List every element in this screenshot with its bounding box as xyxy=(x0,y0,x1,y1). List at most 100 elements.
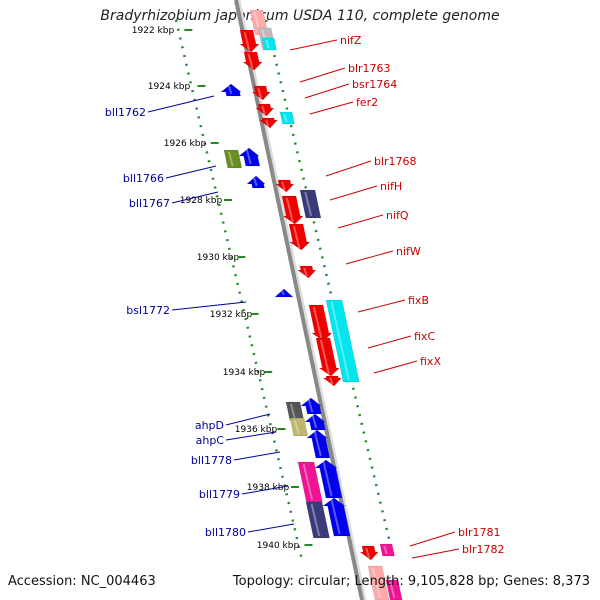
gene-blr1782-pink-highlight xyxy=(383,545,388,555)
leader-line-bsr1764 xyxy=(304,83,350,99)
gene-bll1780-navy-highlight xyxy=(310,503,321,537)
leader-line-fixx xyxy=(373,360,418,374)
gene-label-blr1768: blr1768 xyxy=(374,155,417,168)
gene-label-ahpd: ahpD xyxy=(195,419,224,432)
gene-bsl1772-arrow xyxy=(274,288,294,298)
gene-nifw-arrow xyxy=(296,265,317,279)
gene-label-bll1780: bll1780 xyxy=(205,526,246,539)
leader-line-bll1778 xyxy=(233,451,281,461)
gene-ahpd-arrow xyxy=(300,397,322,415)
gene-label-bll1766: bll1766 xyxy=(123,172,164,185)
gene-label-fixb: fixB xyxy=(408,294,429,307)
gene-fer2-red-highlight xyxy=(265,119,270,127)
gene-label-bsr1764: bsr1764 xyxy=(352,78,397,91)
gene-bll1780-navy xyxy=(305,501,330,539)
leader-line-bll1762 xyxy=(147,95,215,113)
gene-bll1762-arrow-highlight xyxy=(227,85,233,95)
gene-bsr1764-arrow-highlight xyxy=(257,87,263,99)
leader-line-bll1780 xyxy=(247,523,295,533)
leader-line-nifh xyxy=(329,185,378,201)
gene-bll1778-arrow-highlight xyxy=(313,431,322,457)
gene-label-fixc: fixC xyxy=(414,330,435,343)
leader-line-bll1767 xyxy=(171,191,219,204)
kbp-tick-label: 1922 kbp xyxy=(132,26,175,36)
gene-label-bll1767: bll1767 xyxy=(129,197,170,210)
gene-fixc-arrow xyxy=(315,337,341,377)
gene-label-fixx: fixX xyxy=(420,355,441,368)
gene-bll1780-arrow-highlight xyxy=(330,499,341,535)
gene-ahpc-arrow-highlight xyxy=(311,415,318,429)
topology-summary-text: Topology: circular; Length: 9,105,828 bp… xyxy=(232,574,590,589)
kbp-tick-label: 1940 kbp xyxy=(257,541,300,551)
gene-blr1763-arrow xyxy=(242,51,263,71)
gene-bll1762-arrow xyxy=(220,83,242,97)
leader-line-bll1766 xyxy=(165,165,217,179)
gene-nifh-arrow xyxy=(281,195,304,225)
gene-nifq-arrow xyxy=(288,223,311,251)
leader-line-bll1779 xyxy=(241,485,289,495)
gene-blr1782-pink xyxy=(379,543,395,557)
gene-blr1763-arrow-highlight xyxy=(247,53,254,69)
accession-text: Accession: NC_004463 xyxy=(8,574,156,589)
gene-bll1779-arrow xyxy=(314,459,343,499)
gene-nifw-arrow-highlight xyxy=(303,267,308,277)
gene-bottom-pale xyxy=(367,565,390,600)
gene-label-bll1762: bll1762 xyxy=(105,106,146,119)
gene-bsl1772-arrow-highlight xyxy=(281,290,285,296)
leader-line-fixc xyxy=(367,335,412,349)
gene-fixx-arrow-highlight xyxy=(329,377,334,385)
gene-label-blr1763: blr1763 xyxy=(348,62,391,75)
gene-blr1768-small-arrow-highlight xyxy=(261,105,266,115)
leader-line-nifq xyxy=(337,214,384,229)
gene-bll1766-arrow-highlight xyxy=(245,149,252,165)
gene-label-nifh: nifH xyxy=(380,180,402,193)
kbp-tick-label: 1932 kbp xyxy=(210,310,253,320)
gene-bsr1764-arrow xyxy=(251,85,271,101)
leader-line-fixb xyxy=(357,299,406,313)
leader-line-nifz xyxy=(289,39,338,51)
gene-nifh-navy xyxy=(299,189,322,219)
leader-line-ahpc xyxy=(225,431,277,441)
gene-bll1767-arrow-highlight xyxy=(253,177,258,187)
gene-label-bll1779: bll1779 xyxy=(199,488,240,501)
gene-bll1767-arrow xyxy=(246,175,266,189)
gene-nifz-cyan xyxy=(261,37,277,51)
gene-nifh-arrow-highlight xyxy=(285,197,294,223)
gene-label-bll1778: bll1778 xyxy=(191,454,232,467)
gene-blr1781-arrow-highlight xyxy=(365,547,371,559)
gene-bottom-pink-highlight xyxy=(389,581,396,599)
gene-nifz-arrow xyxy=(239,29,260,53)
gene-label-blr1782: blr1782 xyxy=(462,543,505,556)
gene-bll1778-arrow xyxy=(306,429,331,459)
gene-bll1766-olive-highlight xyxy=(227,151,234,167)
kbp-tick-label: 1936 kbp xyxy=(235,425,278,435)
gene-fixx-arrow xyxy=(322,375,343,387)
gene-label-bsl1772: bsl1772 xyxy=(126,304,170,317)
gene-fixc-cyan xyxy=(325,299,360,383)
gene-ahpc-khaki xyxy=(289,417,309,437)
gene-blr1768-arrow-highlight xyxy=(281,181,286,191)
gene-blr1768-arrow xyxy=(274,179,295,193)
gene-label-fer2: fer2 xyxy=(356,96,378,109)
gene-label-ahpc: ahpC xyxy=(196,434,225,447)
gene-nifh-navy-highlight xyxy=(304,191,313,217)
gene-ahpd-arrow-highlight xyxy=(307,399,314,413)
kbp-tick-label: 1928 kbp xyxy=(180,196,223,206)
gene-blr1768-small-arrow xyxy=(254,103,275,117)
gene-fixc-cyan-highlight xyxy=(330,301,350,381)
gene-label-blr1781: blr1781 xyxy=(458,526,501,539)
gene-ahpd-gray-highlight xyxy=(289,403,296,419)
kbp-tick-label: 1930 kbp xyxy=(197,253,240,263)
gene-bll1779-pink-highlight xyxy=(302,463,313,501)
gene-blr1781-arrow xyxy=(359,545,379,561)
gene-ahpc-khaki-highlight xyxy=(293,419,300,435)
gene-nifq-arrow-highlight xyxy=(292,225,301,249)
leader-line-ahpd xyxy=(225,413,271,426)
leader-line-blr1763 xyxy=(299,67,346,83)
leader-line-fer2 xyxy=(309,101,354,115)
leader-line-blr1768 xyxy=(325,160,372,177)
gene-fer2-cyan-highlight xyxy=(283,113,288,123)
genome-title: Bradyrhizobium japonicum USDA 110, compl… xyxy=(100,8,500,24)
kbp-tick-label: 1934 kbp xyxy=(223,368,266,378)
